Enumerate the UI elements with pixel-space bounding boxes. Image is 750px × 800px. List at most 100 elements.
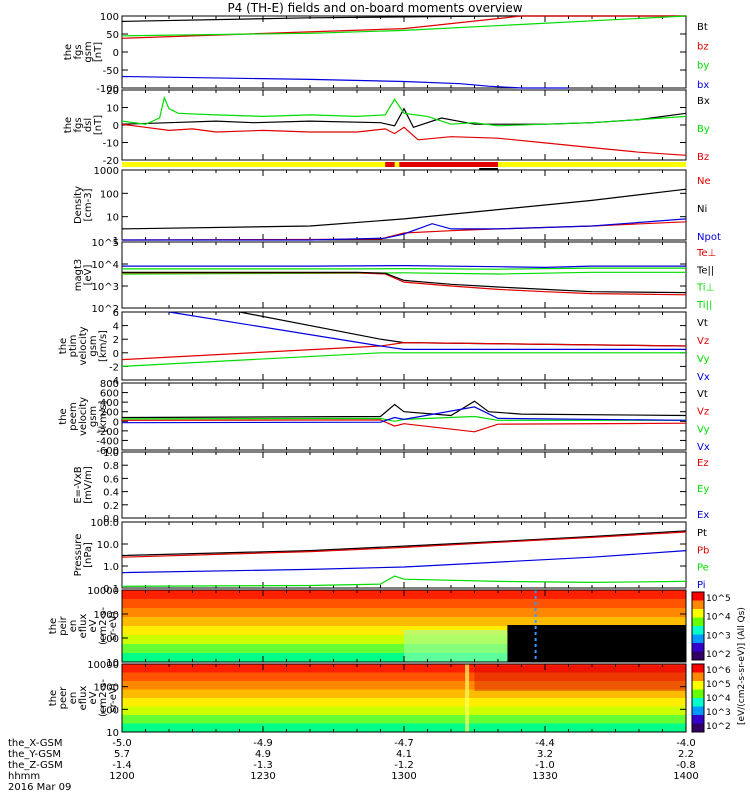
y-tick-label: 10.0 [97,540,119,551]
spectrogram-band [122,608,686,618]
mode-bar-segment [399,162,498,167]
colorbar-tick-label: 10^2 [706,650,731,660]
series-line-Vt [239,311,687,347]
colorbar-swatch [692,634,704,644]
y-tick-label: 0 [113,417,119,428]
y-tick-label: -400 [96,436,119,447]
y-tick-label: 4 [113,322,119,333]
y-axis-label-line: fgs [73,117,84,132]
y-tick-label: 10 [106,213,119,224]
y-axis-label-line: Density [73,186,84,224]
y-axis-label: Density [cm-3] [73,186,94,224]
y-tick-label: 6 [113,308,119,319]
series-line-Vx [168,311,686,350]
y-tick-label: 10^3 [92,282,119,293]
colorbar-swatch [692,672,704,682]
colorbar-tick-label: 10^3 [706,631,731,641]
x-tick-label: -4.0 [676,738,696,749]
legend-entry: Ni [697,204,707,215]
y-tick-label: 50 [106,30,119,41]
x-tick-label: -1.4 [112,760,132,771]
y-axis-label-line: [km/s] [98,330,109,362]
y-tick-label: 1.0 [103,562,119,573]
colorbar-swatch [692,609,704,618]
y-tick-label: 10^4 [92,260,119,271]
y-tick-label: -10 [103,139,119,150]
panel-frame [121,311,687,381]
colorbar-swatch [692,600,704,610]
y-tick-label: 0.6 [103,474,119,485]
y-tick-label: 0.1 [103,584,119,595]
colorbar-swatch [692,723,704,733]
spectrogram-band [122,599,686,609]
y-axis-label: Pressure [nPa] [73,534,94,577]
series-line-Pb [121,531,687,558]
panel-frame [121,89,687,161]
y-tick-label: -200 [96,427,119,438]
spectrogram-band [404,630,508,662]
y-axis-label-line: en [68,692,79,705]
y-axis-label: the peer en eflux eV (cm2-s-sr-eV) [48,679,119,717]
y-axis-label-line: [km/s] [98,400,109,432]
colorbar-frame [691,591,705,661]
y-tick-label: -4 [109,376,119,387]
y-axis-label-line: gsm [88,335,99,356]
legend-entry: Pi [697,580,706,591]
legend-entry: Pe [697,563,709,574]
spectrogram-no-data [507,625,686,662]
x-tick-label: 1230 [250,771,275,782]
y-axis-label-line: eflux [78,686,89,711]
spectrogram-band [122,681,686,690]
legend-entry: Vy [697,354,710,365]
y-tick-label: 0.2 [103,501,119,512]
x-tick-label: 5.7 [114,749,130,760]
y-axis-label-line: E=-VxB [73,466,84,503]
y-axis-label-line: peem [68,402,79,430]
y-axis-label-line: (cm2-s- [98,607,109,645]
y-axis-label: E=-VxB [mV/m] [73,466,94,504]
legend-entry: Ti|| [696,300,712,311]
series-line-by [121,15,687,37]
y-axis-label-line: en [68,620,79,633]
legend-entry: Vz [697,407,709,418]
legend-entry: Bx [697,96,710,107]
series-line-Te|| [122,264,686,269]
series-line-Ti⊥ [122,267,686,270]
y-tick-label: 0.8 [103,461,119,472]
legend-entry: Bz [697,152,709,163]
colorbar-swatch [692,698,704,707]
y-axis-label: magt3 [eV] [73,259,94,292]
y-axis-label-line: [eV] [83,265,94,286]
legend-entry: bx [697,80,709,91]
y-tick-label: 100 [100,189,119,200]
y-axis-label-line: ptim [68,335,79,358]
y-tick-label: -600 [96,446,119,457]
y-tick-label: 0.0 [103,514,119,525]
colorbar-tick-label: 10^5 [706,594,731,604]
y-axis-label: the peir en eflux eV (cm2-s-sr-eV) [48,607,119,645]
colorbar-swatch [692,617,704,627]
panel-frame [121,382,687,451]
y-axis-label-line: (cm2-s- [98,679,109,717]
panel-frame [121,451,687,519]
y-axis-label-line: [cm-3] [83,188,94,221]
series-line-Bz [121,123,687,156]
colorbar-tick-label: 10^6 [706,666,731,676]
y-axis-label-line: velocity [78,326,89,365]
y-axis-label-line: fgs [73,44,84,59]
y-tick-label: 10000 [87,660,119,671]
y-axis-label-line: sr-eV) [108,683,119,712]
y-axis-label-line: Pressure [73,534,84,577]
legend-entry: Pb [697,545,709,556]
colorbar-frame [691,663,705,733]
spectrogram-band [122,617,686,627]
legend-entry: Vx [697,442,710,453]
y-axis-label: the fgs dsl [nT] [63,115,104,135]
x-tick-label: -5.0 [112,738,132,749]
y-tick-label: 10^5 [92,238,119,249]
date-label: 2016 Mar 09 [8,782,72,793]
y-tick-label: 800 [100,379,119,390]
colorbar-swatch [692,592,704,601]
x-tick-label: 1200 [109,771,134,782]
